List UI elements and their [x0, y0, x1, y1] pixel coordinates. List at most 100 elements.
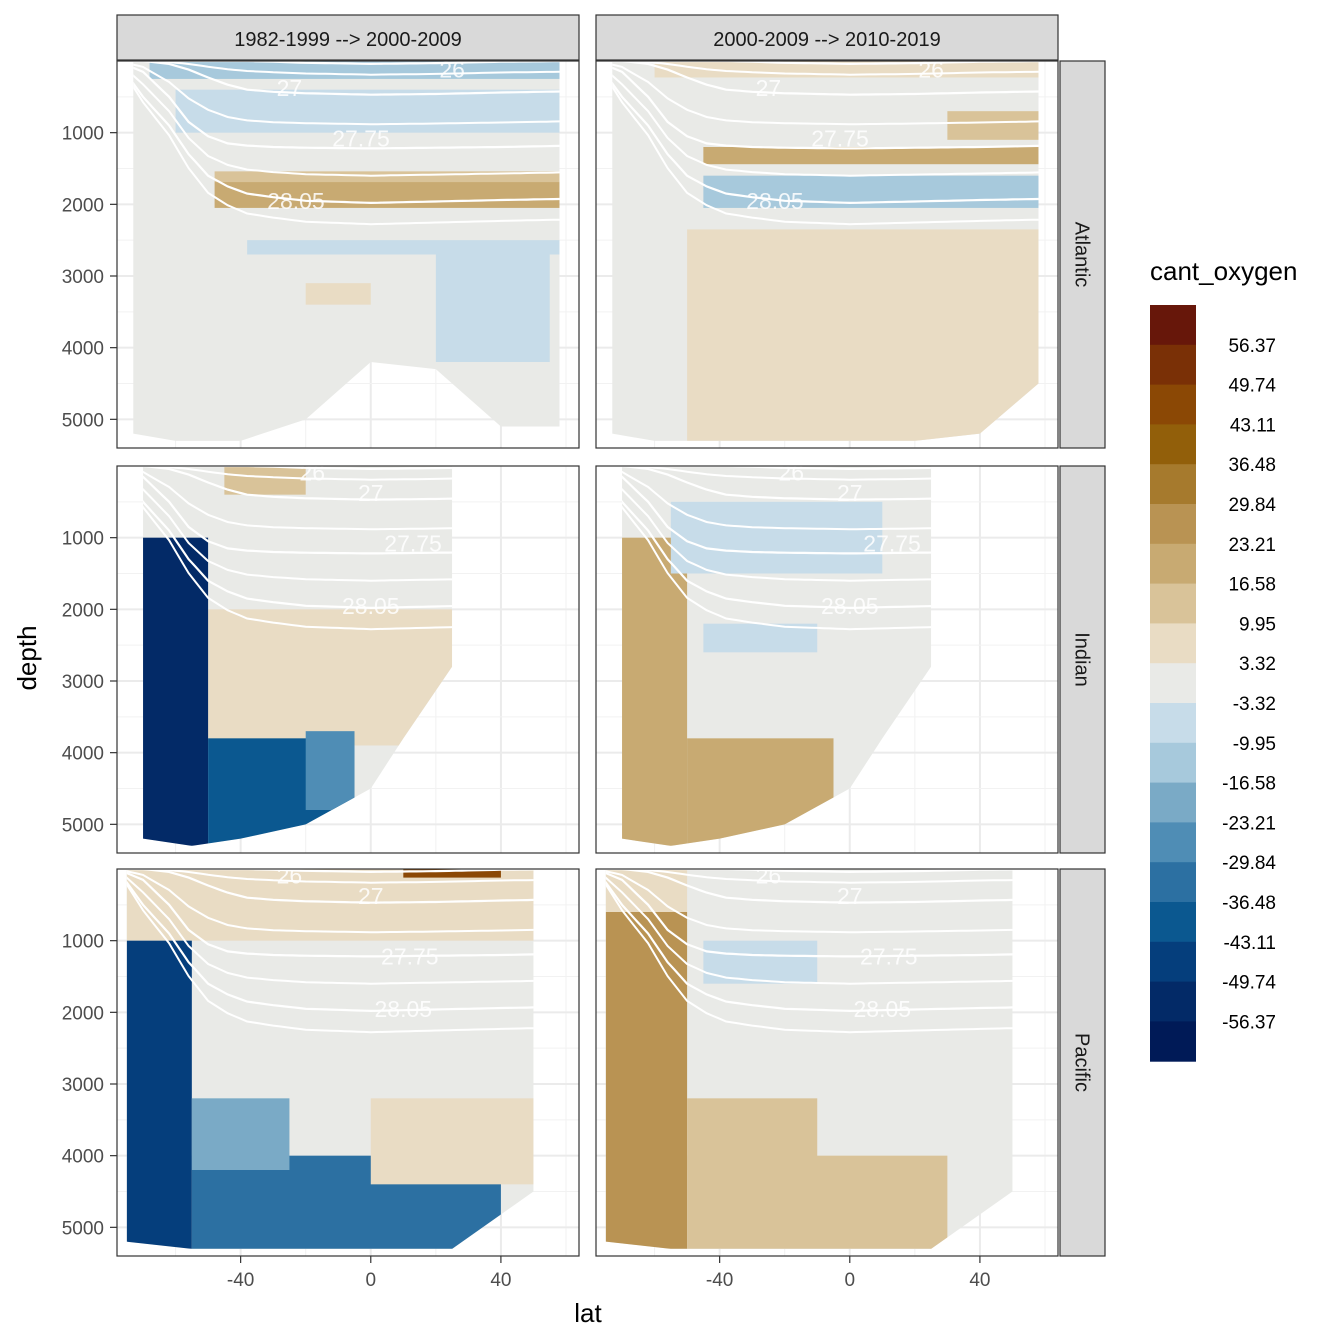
- x-tick-label: -40: [706, 1270, 733, 1291]
- isopycnal-line: [605, 869, 1013, 985]
- y-tick-label: 3000: [62, 267, 104, 288]
- field-region: [191, 1098, 290, 1170]
- isopycnal-line: [612, 61, 1039, 66]
- y-tick-label: 4000: [62, 339, 104, 360]
- legend-color-key: [1150, 981, 1196, 1022]
- section-field: [126, 869, 534, 1249]
- legend-break-label: 16.58: [1228, 575, 1276, 596]
- column-strip-label: 1982-1999 --> 2000-2009: [234, 29, 461, 51]
- y-axis-title: depth: [12, 625, 42, 690]
- field-region: [622, 537, 688, 846]
- isopycnal-line: [133, 61, 560, 177]
- isopycnal-lines: [133, 61, 560, 226]
- isopycnal-lines: [612, 61, 1039, 226]
- isopycnal-line: [612, 61, 1039, 205]
- x-axis-title: lat: [574, 1298, 602, 1328]
- legend-break-label: -43.11: [1224, 933, 1276, 954]
- field-region: [435, 254, 550, 362]
- contour-label: 28.05: [267, 188, 325, 214]
- isopycnal-line: [133, 61, 560, 76]
- column-strip-background: [116, 14, 580, 61]
- legend-color-key: [1150, 543, 1196, 585]
- facet-panels: 262727.7528.05262727.7528.05262727.7528.…: [116, 57, 1059, 1257]
- field-region: [703, 147, 1039, 165]
- isopycnal-line: [612, 61, 1039, 76]
- panel-border: [116, 868, 580, 1257]
- contour-label: 28.05: [342, 593, 400, 619]
- contour-label: 26: [277, 862, 303, 888]
- legend-color-key: [1150, 902, 1196, 943]
- y-tick-label: 2000: [62, 1003, 104, 1024]
- isopycnal-line: [143, 466, 453, 501]
- legend-break-label: 29.84: [1228, 495, 1276, 516]
- panel-border: [595, 868, 1059, 1257]
- contour-label: 27.75: [332, 125, 390, 151]
- legend-color-key: [1150, 464, 1196, 505]
- contour-label: 26: [918, 57, 944, 83]
- row-strip-background: [1059, 60, 1106, 449]
- isopycnal-line: [605, 869, 1013, 1034]
- panel-pacific-1: 26 27 27.75 28.05: [116, 862, 580, 1257]
- x-tick-label: 40: [490, 1270, 511, 1291]
- legend-break-label: 9.95: [1239, 614, 1276, 635]
- contour-label: 28.05: [854, 996, 912, 1022]
- field-region: [214, 171, 560, 183]
- y-tick-label: 3000: [62, 1075, 104, 1096]
- isopycnal-line: [126, 869, 534, 874]
- y-tick-label: 2000: [62, 195, 104, 216]
- isopycnal-line: [622, 466, 932, 610]
- isopycnal-line: [126, 869, 534, 1013]
- field-region: [670, 501, 883, 574]
- isopycnal-line: [143, 466, 453, 582]
- column-strips: 1982-1999 --> 2000-2009 2000-2009 --> 201…: [116, 14, 1059, 61]
- field-region: [208, 609, 453, 746]
- column-strip-background: [595, 14, 1059, 61]
- legend-color-key: [1150, 583, 1196, 624]
- isopycnal-line: [133, 61, 560, 150]
- legend-color-key: [1150, 305, 1196, 346]
- contour-label: 28.05: [746, 188, 804, 214]
- legend-color-key: [1150, 344, 1196, 386]
- isopycnal-line: [143, 466, 453, 471]
- legend-break-label: -56.37: [1222, 1012, 1276, 1033]
- legend-color-key: [1150, 782, 1196, 823]
- legend: cant_oxygen 56.37 49.74 43.11 36.48 29.84 23.…: [1150, 256, 1297, 1062]
- isopycnal-line: [612, 61, 1039, 226]
- panel-pacific-2: 26 27 27.75 28.05: [595, 868, 1059, 1257]
- legend-break-label: -16.58: [1222, 774, 1276, 795]
- contour-label: 27.75: [860, 943, 918, 969]
- panel-border: [116, 465, 580, 854]
- legend-color-key: [1150, 1021, 1196, 1062]
- isopycnal-line: [612, 61, 1039, 150]
- isopycnal-line: [133, 61, 560, 205]
- legend-color-key: [1150, 941, 1196, 983]
- legend-break-label: -9.95: [1233, 734, 1276, 755]
- isopycnal-line: [605, 869, 1013, 958]
- isopycnal-line: [126, 869, 534, 958]
- x-tick-label: 40: [969, 1270, 990, 1291]
- isopycnal-line: [126, 869, 534, 884]
- row-strips: Atlantic Indian Pacific: [1059, 60, 1106, 1257]
- legend-color-key: [1150, 822, 1196, 863]
- legend-break-label: -49.74: [1222, 973, 1276, 994]
- isopycnal-lines: [143, 466, 453, 631]
- legend-break-label: -23.21: [1222, 813, 1276, 834]
- field-region: [370, 1098, 534, 1185]
- y-tick-label: 2000: [62, 600, 104, 621]
- isopycnal-lines: [605, 869, 1013, 1034]
- legend-break-label: -3.32: [1233, 694, 1276, 715]
- field-region: [403, 869, 501, 878]
- legend-break-label: 56.37: [1228, 336, 1276, 357]
- y-tick-label: 1000: [62, 529, 104, 550]
- isopycnal-line: [612, 61, 1039, 126]
- isopycnal-line: [622, 466, 932, 582]
- row-strip-label: Atlantic: [1071, 222, 1093, 288]
- isopycnal-line: [143, 466, 453, 631]
- y-tick-label: 4000: [62, 744, 104, 765]
- legend-color-key: [1150, 623, 1196, 664]
- legend-color-key: [1150, 663, 1196, 704]
- legend-break-label: 43.11: [1230, 415, 1276, 436]
